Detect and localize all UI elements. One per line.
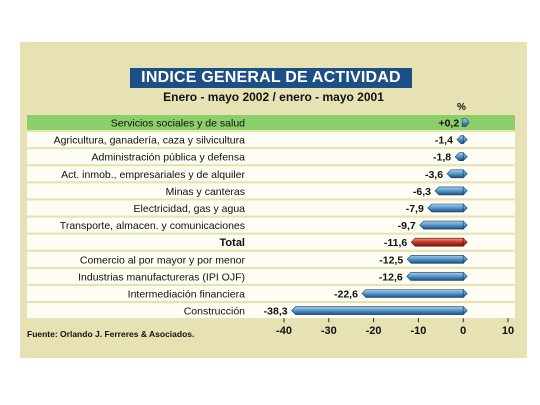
bar-tip [462,203,468,213]
chart-subtitle: Enero - mayo 2002 / enero - mayo 2001 [163,90,384,104]
bar-tip [462,134,468,145]
row-background [27,166,515,182]
bar [461,118,470,127]
source-note: Fuente: Orlando J. Ferreres & Asociados. [27,329,195,339]
tick-label: -10 [410,325,426,337]
category-label: Total [220,237,245,249]
total-bar [410,237,464,247]
tick-label: 10 [502,325,514,337]
row-background [27,234,515,250]
category-label: Servicios sociales y de salud [111,118,245,130]
value-label: -22,6 [334,289,358,301]
category-label: Comercio al por mayor y por menor [80,254,246,266]
unit-label: % [457,102,466,113]
category-label: Electricidad, gas y agua [134,203,246,215]
bar [361,289,464,298]
bar-tip [462,220,468,230]
bar [434,186,464,196]
row-background [27,115,515,130]
tick-label: -20 [366,325,382,337]
row-background [27,149,515,165]
row-background [27,132,515,148]
row-background [27,217,515,233]
category-label: Act. inmob., empresariales y de alquiler [61,169,245,181]
value-label: -1,4 [435,135,453,147]
bar [291,306,464,315]
bar [406,255,464,264]
row-background [27,200,515,216]
category-label: Agricultura, ganadería, caza y silvicult… [54,135,246,147]
bar-tip [462,254,468,265]
bar [406,272,464,281]
value-label: -12,5 [379,254,403,266]
category-label: Construcción [184,306,245,318]
value-label: -9,7 [398,220,416,232]
chart-title: INDICE GENERAL DE ACTIVIDAD [130,68,412,88]
bar-tip [462,237,468,247]
value-label: -7,9 [406,203,424,215]
category-label: Industrias manufactureras (IPI OJF) [78,271,245,283]
tick-label: -40 [276,325,292,337]
row-background [27,183,515,199]
value-label: -1,8 [433,152,451,164]
category-label: Minas y canteras [166,186,245,198]
bar-tip [462,186,468,196]
bar [427,203,464,213]
bar-tip [462,169,468,179]
bar-tip [462,271,468,282]
value-label: +0,2 [438,118,459,130]
value-label: -3,6 [425,169,443,181]
bar-tip [462,288,468,299]
value-label: -6,3 [413,186,431,198]
value-label: -38,3 [264,306,288,318]
category-label: Intermediación financiera [128,289,245,301]
category-label: Administración pública y defensa [91,152,245,164]
tick-label: -30 [321,325,337,337]
row-background [27,251,515,267]
bar [419,220,464,230]
row-background [27,268,515,284]
bar-tip [462,305,468,316]
value-label: -12,6 [379,271,403,283]
tick-label: 0 [460,325,466,337]
bar [446,169,464,179]
bar-tip [462,151,468,162]
category-label: Transporte, almacen. y comunicaciones [60,220,245,232]
value-label: -11,6 [384,237,408,249]
